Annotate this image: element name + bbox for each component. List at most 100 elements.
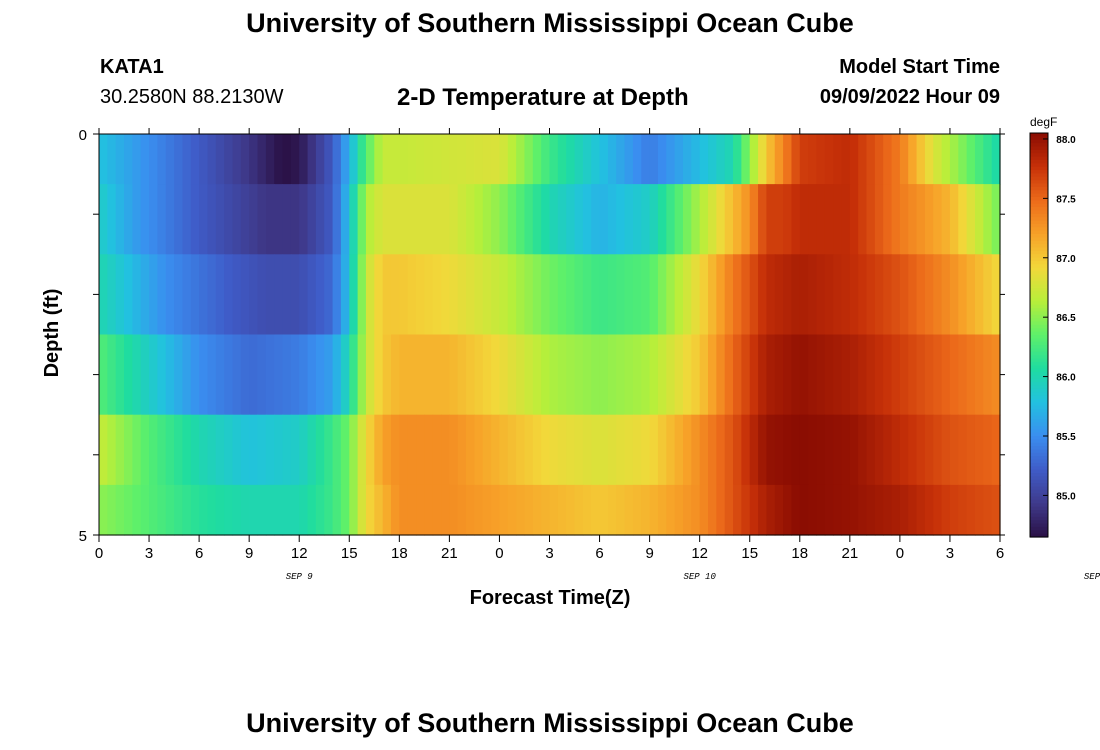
- heatmap-cell: [699, 134, 709, 185]
- heatmap-cell: [399, 484, 409, 536]
- colorbar-segment: [1030, 385, 1048, 390]
- heatmap-cell: [741, 334, 751, 416]
- heatmap-cell: [149, 484, 158, 536]
- heatmap-cell: [883, 184, 893, 255]
- heatmap-cell: [582, 134, 592, 185]
- heatmap-cell: [883, 334, 893, 416]
- colorbar-segment: [1030, 459, 1048, 464]
- model-start-value: 09/09/2022 Hour 09: [819, 86, 1000, 108]
- heatmap-cell: [874, 254, 884, 336]
- colorbar-segment: [1030, 456, 1048, 461]
- heatmap-cell: [107, 134, 117, 185]
- heatmap-cell: [390, 484, 400, 536]
- colorbar-segment: [1030, 173, 1048, 178]
- heatmap-cell: [624, 484, 634, 536]
- colorbar-tick-label: 86.5: [1056, 313, 1076, 324]
- colorbar-segment: [1030, 301, 1048, 306]
- heatmap-cell: [733, 134, 742, 185]
- heatmap-cell: [724, 334, 734, 416]
- colorbar-segment: [1030, 516, 1048, 521]
- heatmap-cell: [724, 184, 734, 255]
- x-tick-label: 3: [145, 545, 153, 562]
- colorbar-segment: [1030, 244, 1048, 249]
- heatmap-cell: [290, 484, 300, 536]
- heatmap-cell: [741, 414, 751, 486]
- colorbar-segment: [1030, 277, 1048, 282]
- x-tick-label: 15: [341, 545, 358, 562]
- heatmap-cell: [783, 254, 793, 336]
- heatmap-cell: [482, 134, 492, 185]
- heatmap-cell: [274, 414, 284, 486]
- colorbar-segment: [1030, 436, 1048, 440]
- heatmap-cell: [507, 334, 517, 416]
- heatmap-cell: [591, 414, 601, 486]
- heatmap-cell: [115, 184, 125, 255]
- colorbar-segment: [1030, 489, 1048, 494]
- heatmap-cell: [357, 254, 367, 336]
- heatmap-cell: [657, 254, 667, 336]
- heatmap-cell: [249, 414, 259, 486]
- heatmap-cell: [916, 184, 926, 255]
- heatmap-cell: [833, 134, 843, 185]
- heatmap-cell: [841, 484, 851, 536]
- heatmap-cell: [357, 414, 367, 486]
- heatmap-cell: [666, 254, 676, 336]
- heatmap-cell: [124, 414, 133, 486]
- heatmap-cell: [599, 254, 609, 336]
- heatmap-cell: [958, 334, 968, 416]
- heatmap-cell: [174, 414, 184, 486]
- footer-title: University of Southern Mississippi Ocean…: [246, 708, 854, 738]
- heatmap-cell: [374, 414, 384, 486]
- heatmap-cell: [449, 414, 459, 486]
- heatmap-cell: [674, 334, 684, 416]
- heatmap-cell: [699, 414, 709, 486]
- heatmap-cell: [824, 334, 834, 416]
- heatmap-cell: [582, 484, 592, 536]
- heatmap-cell: [215, 254, 225, 336]
- heatmap-cell: [841, 414, 851, 486]
- station-coordinates: 30.2580N 88.2130W: [100, 86, 284, 108]
- colorbar-segment: [1030, 304, 1048, 309]
- heatmap-cell: [215, 184, 225, 255]
- heatmap-cell: [749, 334, 759, 416]
- heatmap-cell: [432, 254, 442, 336]
- heatmap-cell: [774, 414, 784, 486]
- colorbar-segment: [1030, 452, 1048, 457]
- heatmap-cell: [174, 254, 184, 336]
- colorbar-tick-label: 85.0: [1056, 491, 1076, 502]
- colorbar-segment: [1030, 365, 1048, 370]
- heatmap-cell: [182, 414, 192, 486]
- heatmap-cell: [924, 414, 934, 486]
- heatmap-cell: [482, 254, 492, 336]
- colorbar-segment: [1030, 139, 1048, 144]
- heatmap-cell: [624, 414, 634, 486]
- heatmap-cell: [599, 184, 609, 255]
- heatmap-cell: [916, 334, 926, 416]
- heatmap-cell: [466, 334, 476, 416]
- heatmap-cell: [132, 414, 142, 486]
- heatmap-cell: [607, 254, 617, 336]
- heatmap-cell: [466, 184, 476, 255]
- heatmap-cell: [958, 484, 968, 536]
- heatmap-cell: [332, 184, 342, 255]
- colorbar-segment: [1030, 392, 1048, 397]
- heatmap-cell: [315, 414, 325, 486]
- heatmap-cell: [290, 254, 300, 336]
- colorbar-segment: [1030, 196, 1048, 201]
- colorbar-segment: [1030, 375, 1048, 380]
- heatmap-cell: [482, 184, 492, 255]
- heatmap-cell: [691, 414, 701, 486]
- heatmap-cell: [808, 184, 818, 255]
- heatmap-cell: [374, 334, 384, 416]
- heatmap-cell: [674, 414, 684, 486]
- colorbar-segment: [1030, 446, 1048, 451]
- x-date-label: SEP 11: [1084, 572, 1100, 582]
- heatmap-cell: [816, 134, 826, 185]
- heatmap-cell: [382, 334, 392, 416]
- x-date-label: SEP 10: [683, 572, 716, 582]
- heatmap-cell: [382, 254, 392, 336]
- heatmap-cell: [457, 184, 467, 255]
- heatmap-cell: [666, 134, 676, 185]
- heatmap-cell: [574, 484, 584, 536]
- heatmap-cell: [224, 484, 234, 536]
